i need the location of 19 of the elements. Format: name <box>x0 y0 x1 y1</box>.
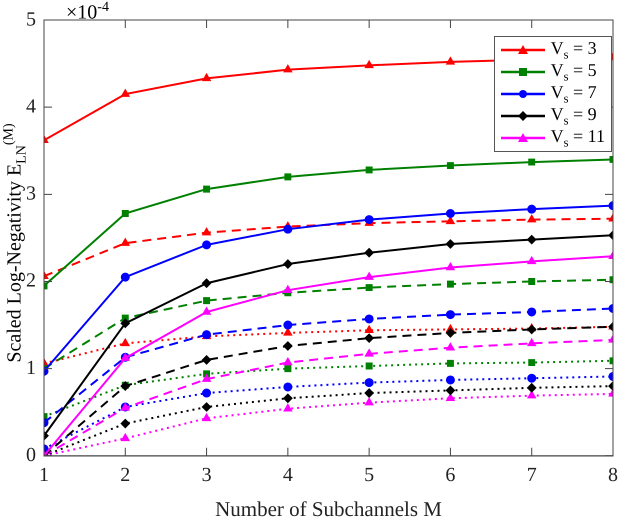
legend-label: V$_{s}$ = 3 <box>550 38 597 62</box>
x-tick-label: 7 <box>526 464 537 486</box>
x-tick-label: 3 <box>202 464 212 486</box>
y-tick-label: 0 <box>26 444 36 466</box>
x-axis-title: Number of Subchannels M <box>215 496 442 521</box>
y-tick-label: 1 <box>26 356 36 379</box>
y-tick-label: 5 <box>26 8 36 30</box>
y-tick-label: 4 <box>26 95 36 118</box>
x-tick-label: 8 <box>608 464 618 486</box>
legend-label: V$_{s}$ = 7 <box>550 82 597 106</box>
x-tick-label: 5 <box>364 464 374 486</box>
legend-label: V$_{s}$ = 9 <box>550 104 597 128</box>
x-tick-label: 4 <box>282 464 293 486</box>
y-tick-label: 3 <box>26 182 36 205</box>
legend-label: V$_{s}$ = 11 <box>550 126 605 150</box>
x-tick-label: 2 <box>120 464 130 486</box>
x-tick-label: 6 <box>445 464 456 486</box>
legend-label: V$_{s}$ = 5 <box>550 60 597 84</box>
annotation: ×10$^{-4}$ <box>66 0 109 25</box>
